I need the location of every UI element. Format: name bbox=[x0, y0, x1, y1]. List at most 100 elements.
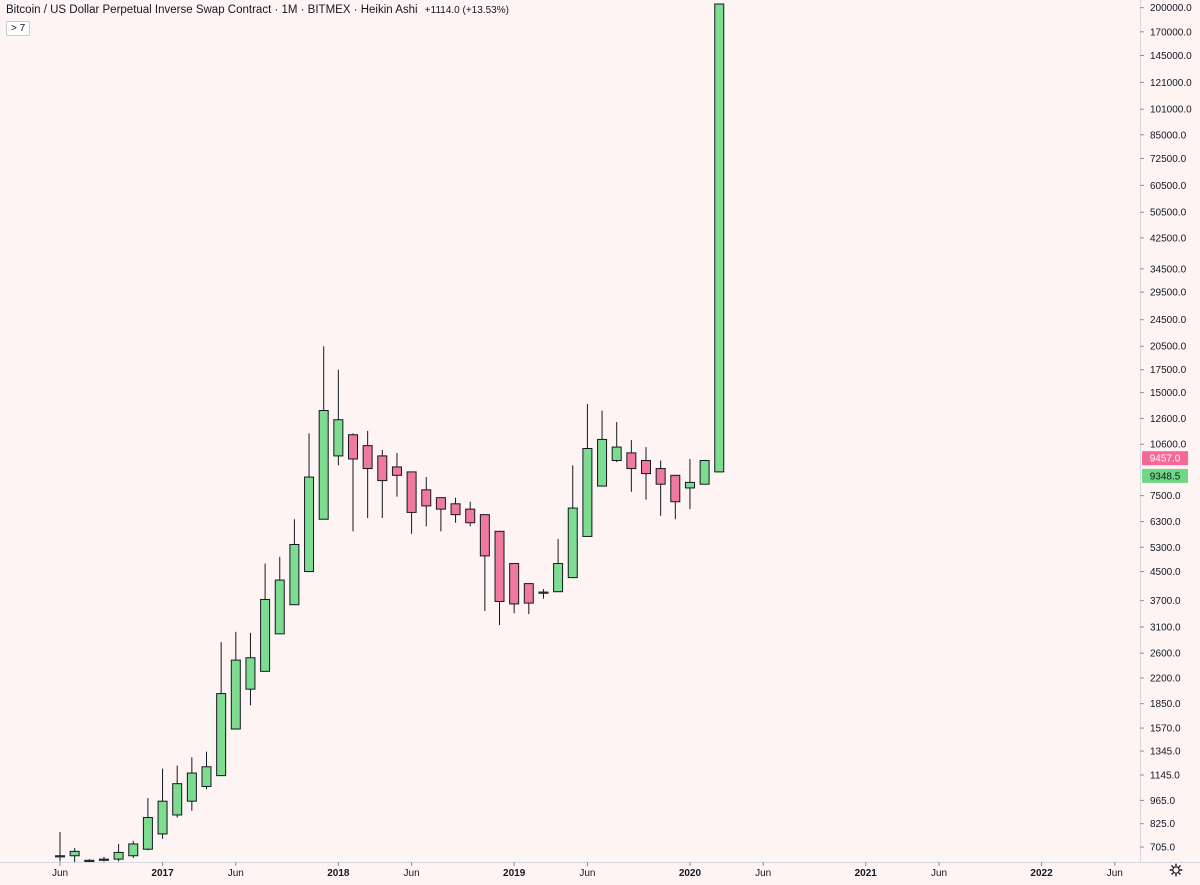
gear-icon[interactable] bbox=[1169, 863, 1183, 877]
candle bbox=[98, 856, 109, 862]
price-tick-label: 3100.0 bbox=[1150, 622, 1181, 633]
candle bbox=[523, 583, 534, 615]
price-badge-label: 9348.5 bbox=[1150, 471, 1181, 482]
candle bbox=[509, 563, 520, 614]
symbol-title: Bitcoin / US Dollar Perpetual Inverse Sw… bbox=[6, 4, 418, 16]
candle bbox=[626, 440, 637, 492]
candle-body bbox=[304, 476, 315, 573]
candle bbox=[318, 346, 329, 520]
price-tick-label: 145000.0 bbox=[1150, 51, 1192, 62]
price-tick-label: 4500.0 bbox=[1150, 567, 1181, 578]
candle-body bbox=[553, 563, 564, 593]
candle bbox=[684, 458, 695, 510]
candle-body bbox=[626, 452, 637, 470]
price-badge bbox=[1142, 451, 1188, 466]
candle-body bbox=[377, 455, 388, 482]
candle bbox=[435, 497, 446, 532]
candle bbox=[186, 757, 197, 811]
time-tick-label: Jun bbox=[1107, 868, 1123, 879]
candle-body bbox=[157, 800, 168, 835]
price-tick-label: 60500.0 bbox=[1150, 181, 1187, 192]
price-tick-label: 121000.0 bbox=[1150, 78, 1192, 89]
candle-body bbox=[230, 659, 241, 730]
candle bbox=[714, 3, 725, 473]
candle bbox=[582, 403, 593, 537]
time-tick-label: Jun bbox=[52, 868, 68, 879]
price-tick-label: 29500.0 bbox=[1150, 288, 1187, 299]
time-tick-label: 2022 bbox=[1030, 868, 1053, 879]
candle bbox=[230, 631, 241, 730]
price-tick-label: 72500.0 bbox=[1150, 154, 1187, 165]
candle bbox=[670, 474, 681, 520]
candle-body bbox=[98, 858, 109, 861]
price-tick-label: 101000.0 bbox=[1150, 105, 1192, 116]
candle bbox=[362, 430, 373, 519]
candle-body bbox=[391, 466, 402, 476]
price-tick-label: 825.0 bbox=[1150, 819, 1175, 830]
candle bbox=[348, 433, 358, 532]
price-axis[interactable]: 200000.0 170000.0 145000.0 121000.0 101000.0… bbox=[1140, 3, 1192, 854]
candle-body bbox=[699, 460, 710, 485]
candle-body bbox=[69, 850, 80, 857]
candle bbox=[128, 840, 139, 858]
candle bbox=[245, 632, 256, 706]
candle bbox=[84, 859, 95, 862]
candle-body bbox=[128, 843, 139, 857]
candle-body bbox=[670, 474, 681, 503]
candle-body bbox=[655, 468, 666, 485]
candle-body bbox=[523, 583, 534, 604]
collapse-indicators-button[interactable]: > 7 bbox=[6, 21, 31, 36]
candle bbox=[465, 501, 476, 527]
candle-body bbox=[142, 817, 153, 850]
candle-body bbox=[479, 514, 490, 557]
time-tick-label: Jun bbox=[404, 868, 420, 879]
candle bbox=[55, 832, 65, 862]
price-labels: 9457.0 9348.5 bbox=[1142, 451, 1188, 483]
price-tick-label: 15000.0 bbox=[1150, 388, 1187, 399]
candle bbox=[479, 514, 490, 612]
candle-body bbox=[201, 766, 212, 787]
price-tick-label: 2200.0 bbox=[1150, 673, 1181, 684]
price-tick-label: 1570.0 bbox=[1150, 724, 1181, 735]
candle-body bbox=[406, 471, 417, 513]
price-tick-label: 2600.0 bbox=[1150, 649, 1181, 660]
candle bbox=[274, 556, 285, 635]
price-tick-label: 17500.0 bbox=[1150, 365, 1187, 376]
time-tick-label: 2017 bbox=[151, 868, 174, 879]
candles-layer bbox=[55, 3, 725, 862]
price-tick-label: 170000.0 bbox=[1150, 27, 1192, 38]
price-badge bbox=[1142, 468, 1188, 483]
candle bbox=[304, 433, 315, 573]
time-tick-label: Jun bbox=[755, 868, 771, 879]
time-tick-label: Jun bbox=[228, 868, 244, 879]
candle-body bbox=[172, 783, 183, 816]
candle-body bbox=[348, 434, 358, 460]
candle bbox=[421, 477, 432, 527]
price-tick-label: 1850.0 bbox=[1150, 699, 1181, 710]
candle-body bbox=[421, 489, 432, 507]
candle bbox=[69, 848, 80, 862]
candle-body bbox=[538, 591, 549, 594]
candle-body bbox=[274, 579, 285, 635]
symbol-legend: Bitcoin / US Dollar Perpetual Inverse Sw… bbox=[6, 4, 509, 16]
candle bbox=[611, 422, 622, 463]
price-tick-label: 42500.0 bbox=[1150, 233, 1187, 244]
candle bbox=[201, 751, 212, 790]
candle-body bbox=[318, 410, 329, 520]
candle-body bbox=[450, 503, 461, 516]
time-axis[interactable]: Jun 2017 Jun 2018 Jun 2019 Jun 2020 Jun 2021 Jun 20… bbox=[52, 862, 1123, 879]
price-tick-label: 5300.0 bbox=[1150, 543, 1181, 554]
candle-body bbox=[611, 446, 622, 462]
candle bbox=[260, 563, 271, 672]
candle bbox=[567, 465, 578, 579]
time-tick-label: Jun bbox=[931, 868, 947, 879]
price-tick-label: 12600.0 bbox=[1150, 414, 1187, 425]
price-tick-label: 3700.0 bbox=[1150, 596, 1181, 607]
candle bbox=[289, 519, 300, 606]
candle-body bbox=[494, 530, 505, 602]
time-tick-label: Jun bbox=[579, 868, 595, 879]
price-tick-label: 85000.0 bbox=[1150, 130, 1187, 141]
candle-body bbox=[55, 855, 65, 858]
